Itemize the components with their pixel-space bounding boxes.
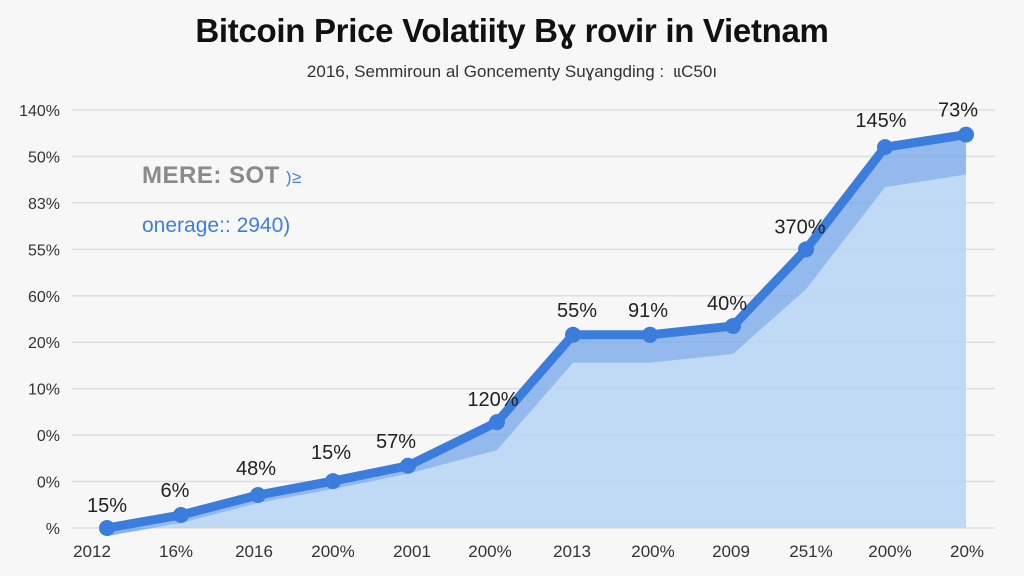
y-tick-label: 50%: [28, 149, 60, 166]
data-point: [877, 139, 893, 156]
data-label: 6%: [161, 480, 190, 502]
y-tick-label: 83%: [28, 196, 60, 213]
data-labels: 15% 6% 48% 15% 57% 120% 55% 91% 40% 370% 145% 73%: [87, 100, 978, 517]
series-line: [102, 130, 971, 533]
x-axis-ticks: 2012 16% 2016 200% 2001 200% 2013 200% 2009 251% 2…: [73, 542, 984, 561]
data-label: 370%: [774, 216, 825, 238]
area-fill-band: [107, 134, 966, 537]
data-label: 120%: [467, 389, 518, 411]
y-axis-ticks: % 0% 0% 10% 20% 60% 55% 83% 50% 140%: [19, 103, 60, 538]
y-tick-label: 0%: [37, 475, 60, 492]
data-point: [489, 414, 505, 431]
data-point: [798, 241, 814, 258]
legend-main: MERE: SOT )≥: [142, 162, 302, 190]
data-label: 145%: [855, 110, 906, 132]
y-tick-label: 0%: [37, 428, 60, 445]
data-point: [958, 126, 974, 143]
x-tick-label: 200%: [868, 542, 911, 561]
x-tick-label: 2013: [553, 542, 591, 561]
series-line-path: [102, 130, 971, 533]
data-point: [400, 457, 416, 474]
chart-subtitle: 2016, Semmiroun al Goncementy Suɣangding…: [306, 62, 718, 81]
data-label: 57%: [376, 431, 416, 453]
x-tick-label: 20%: [950, 542, 984, 561]
legend-main-label: MERE: SOT: [142, 162, 280, 189]
area-fill-light: [107, 174, 966, 537]
data-points: [99, 126, 974, 536]
x-tick-label: 16%: [159, 542, 193, 561]
data-point: [325, 473, 341, 490]
x-tick-label: 200%: [468, 542, 511, 561]
y-tick-label: 140%: [19, 103, 60, 120]
x-tick-label: 2009: [712, 542, 750, 561]
data-label: 40%: [707, 293, 747, 315]
x-tick-label: 200%: [631, 542, 674, 561]
data-label: 15%: [311, 442, 351, 464]
data-point: [565, 326, 581, 343]
chart-title: Bitcoin Price Volatiity Bɣ rovir in Viet…: [195, 12, 829, 49]
legend-main-suffix: )≥: [285, 168, 302, 187]
y-tick-label: %: [46, 521, 60, 538]
data-point: [725, 317, 741, 334]
x-tick-label: 2016: [235, 542, 273, 561]
data-label: 55%: [557, 300, 597, 322]
data-label: 91%: [628, 300, 668, 322]
y-tick-label: 60%: [28, 289, 60, 306]
y-tick-label: 10%: [28, 382, 60, 399]
legend-sub-label: onerage:: 2940): [142, 214, 291, 237]
area-fill: [107, 134, 966, 537]
data-point: [642, 326, 658, 343]
y-tick-label: 55%: [28, 242, 60, 259]
data-point: [173, 506, 189, 523]
x-tick-label: 251%: [789, 542, 832, 561]
x-tick-label: 2001: [393, 542, 431, 561]
data-point: [250, 487, 266, 504]
data-label: 15%: [87, 495, 127, 517]
data-label: 73%: [938, 100, 978, 122]
data-point: [99, 520, 115, 536]
x-tick-label: 200%: [311, 542, 354, 561]
data-label: 48%: [236, 458, 276, 480]
y-tick-label: 20%: [28, 335, 60, 352]
x-tick-label: 2012: [73, 542, 111, 561]
